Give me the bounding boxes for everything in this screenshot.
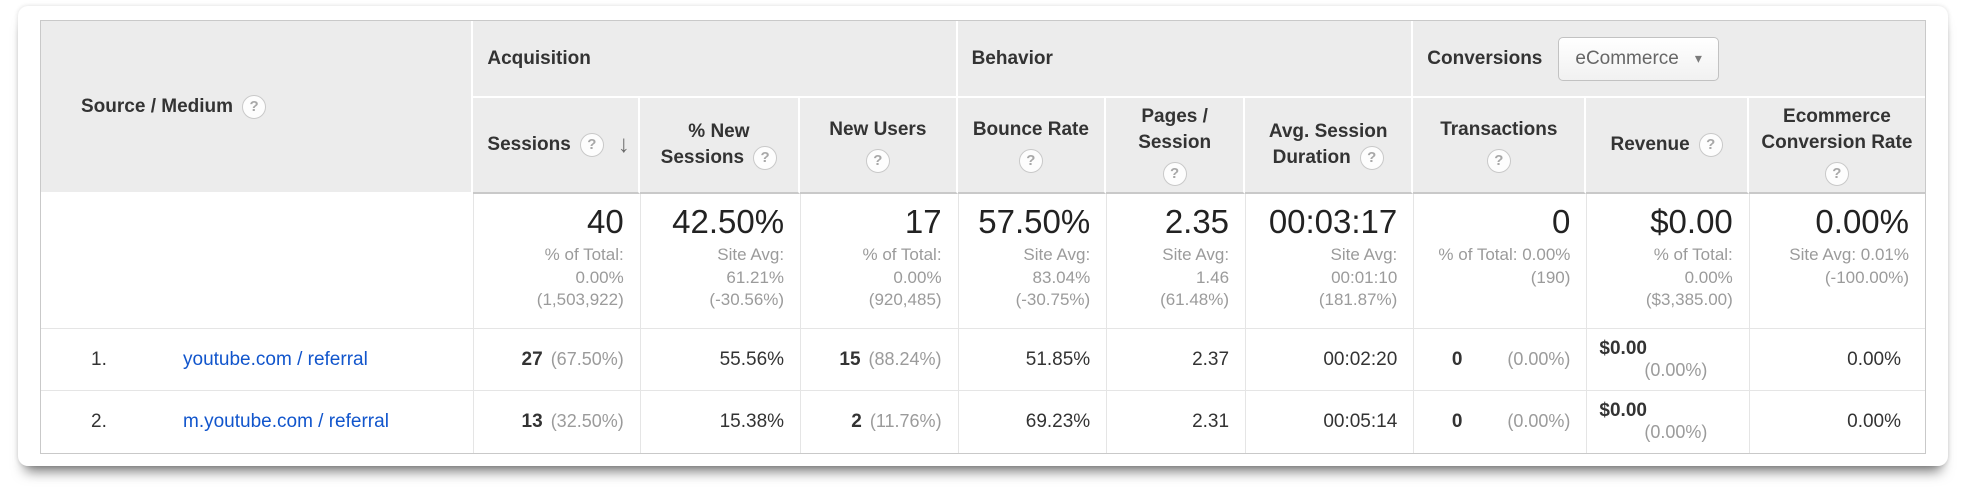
- analytics-table-card: Source / Medium? Acquisition Behavior Co…: [18, 6, 1948, 466]
- summary-value: 40: [587, 203, 624, 240]
- bounce-rate-cell: 51.85%: [957, 329, 1107, 391]
- transactions-cell: 0 (0.00%): [1413, 329, 1587, 391]
- table-row: 2. m.youtube.com / referral 13 (32.50%) 15…: [41, 391, 1925, 453]
- dimension-cell: 1. youtube.com / referral: [41, 329, 474, 391]
- help-icon[interactable]: ?: [579, 133, 604, 157]
- summary-subtext: Site Avg: 1.46 (61.48%): [1160, 245, 1230, 310]
- help-icon[interactable]: ?: [1162, 162, 1187, 187]
- summary-bounce-rate: 57.50% Site Avg: 83.04% (-30.75%): [957, 194, 1107, 329]
- summary-pct-new-sessions: 42.50% Site Avg: 61.21% (-30.56%): [639, 194, 801, 329]
- dimension-cell: 2. m.youtube.com / referral: [41, 391, 474, 453]
- summary-subtext: Site Avg: 0.01% (-100.00%): [1789, 245, 1909, 287]
- column-header-new-users[interactable]: New Users ?: [800, 98, 958, 194]
- pages-session-cell: 2.37: [1106, 329, 1246, 391]
- summary-subtext: % of Total: 0.00% (1,503,922): [536, 245, 624, 310]
- sort-descending-icon[interactable]: ↓: [617, 131, 630, 158]
- column-header-transactions[interactable]: Transactions ?: [1413, 98, 1587, 194]
- help-icon[interactable]: ?: [1018, 149, 1043, 174]
- summary-dimension-cell: [41, 194, 474, 329]
- help-icon[interactable]: ?: [1359, 145, 1384, 170]
- source-medium-link[interactable]: m.youtube.com / referral: [183, 411, 389, 432]
- help-icon[interactable]: ?: [865, 149, 890, 174]
- chevron-down-icon: ▾: [1694, 50, 1702, 66]
- row-index: 2.: [91, 411, 107, 432]
- summary-ecommerce-conversion-rate: 0.00% Site Avg: 0.01% (-100.00%): [1748, 194, 1925, 329]
- summary-value: 42.50%: [672, 203, 785, 240]
- summary-value: 0.00%: [1815, 203, 1909, 240]
- behavior-group-label: Behavior: [971, 47, 1053, 69]
- summary-value: 00:03:17: [1268, 203, 1398, 240]
- summary-value: 17: [904, 203, 942, 240]
- summary-revenue: $0.00 % of Total: 0.00% ($3,385.00): [1586, 194, 1749, 329]
- conversions-goal-selector[interactable]: eCommerce ▾: [1558, 36, 1719, 81]
- summary-avg-session-duration: 00:03:17 Site Avg: 00:01:10 (181.87%): [1245, 194, 1414, 329]
- column-header-pct-new-sessions[interactable]: % New Sessions?: [639, 98, 801, 194]
- column-header-ecommerce-conversion-rate[interactable]: Ecommerce Conversion Rate ?: [1748, 98, 1925, 194]
- source-medium-header-label: Source / Medium: [81, 95, 234, 117]
- pct-new-sessions-cell: 15.38%: [639, 391, 801, 453]
- group-header-acquisition: Acquisition: [473, 21, 958, 98]
- summary-value: 0: [1552, 203, 1571, 240]
- summary-pages-session: 2.35 Site Avg: 1.46 (61.48%): [1106, 194, 1246, 329]
- column-header-revenue[interactable]: Revenue?: [1586, 98, 1749, 194]
- transactions-cell: 0 (0.00%): [1413, 391, 1587, 453]
- summary-new-users: 17 % of Total: 0.00% (920,485): [800, 194, 958, 329]
- summary-value: 57.50%: [978, 203, 1091, 240]
- column-header-pages-session[interactable]: Pages / Session ?: [1106, 98, 1246, 194]
- summary-subtext: Site Avg: 61.21% (-30.56%): [709, 245, 785, 310]
- group-header-conversions: Conversions eCommerce ▾: [1413, 21, 1925, 98]
- new-users-cell: 2 (11.76%): [800, 391, 958, 453]
- summary-row: 40 % of Total: 0.00% (1,503,922) 42.50% …: [41, 194, 1925, 329]
- avg-session-duration-cell: 00:05:14: [1245, 391, 1414, 453]
- source-medium-report-table: Source / Medium? Acquisition Behavior Co…: [40, 20, 1926, 454]
- sessions-cell: 27 (67.50%): [473, 329, 640, 391]
- summary-sessions: 40 % of Total: 0.00% (1,503,922): [473, 194, 640, 329]
- summary-value: $0.00: [1650, 203, 1733, 240]
- pct-new-sessions-cell: 55.56%: [639, 329, 801, 391]
- new-users-cell: 15 (88.24%): [800, 329, 958, 391]
- column-header-source-medium[interactable]: Source / Medium?: [41, 21, 474, 194]
- ecommerce-conversion-rate-cell: 0.00%: [1748, 391, 1925, 453]
- help-icon[interactable]: ?: [1698, 133, 1723, 158]
- pages-session-cell: 2.31: [1106, 391, 1246, 453]
- conversions-goal-selector-value: eCommerce: [1575, 47, 1679, 69]
- group-header-behavior: Behavior: [957, 21, 1414, 98]
- column-header-sessions[interactable]: Sessions? ↓: [473, 98, 640, 194]
- source-medium-link[interactable]: youtube.com / referral: [183, 348, 368, 370]
- help-icon[interactable]: ?: [1824, 162, 1849, 187]
- sessions-cell: 13 (32.50%): [473, 391, 640, 453]
- summary-subtext: % of Total: 0.00% (190): [1438, 245, 1571, 287]
- acquisition-group-label: Acquisition: [487, 47, 591, 69]
- revenue-cell: $0.00(0.00%): [1586, 391, 1749, 453]
- row-index: 1.: [91, 348, 107, 370]
- ecommerce-conversion-rate-cell: 0.00%: [1748, 329, 1925, 391]
- help-icon[interactable]: ?: [753, 145, 778, 170]
- avg-session-duration-cell: 00:02:20: [1245, 329, 1414, 391]
- table-row: 1. youtube.com / referral 27 (67.50%) 55.5…: [41, 329, 1925, 391]
- bounce-rate-cell: 69.23%: [957, 391, 1107, 453]
- summary-subtext: Site Avg: 83.04% (-30.75%): [1015, 245, 1091, 310]
- summary-subtext: % of Total: 0.00% ($3,385.00): [1645, 245, 1733, 310]
- revenue-cell: $0.00(0.00%): [1586, 329, 1749, 391]
- column-header-avg-session-duration[interactable]: Avg. Session Duration?: [1245, 98, 1414, 194]
- summary-subtext: % of Total: 0.00% (920,485): [862, 245, 942, 310]
- summary-transactions: 0 % of Total: 0.00% (190): [1413, 194, 1587, 329]
- help-icon[interactable]: ?: [242, 94, 267, 119]
- conversions-group-label: Conversions: [1427, 47, 1543, 69]
- summary-value: 2.35: [1164, 203, 1230, 240]
- column-header-bounce-rate[interactable]: Bounce Rate ?: [957, 98, 1107, 194]
- summary-subtext: Site Avg: 00:01:10 (181.87%): [1318, 245, 1398, 310]
- help-icon[interactable]: ?: [1486, 149, 1511, 174]
